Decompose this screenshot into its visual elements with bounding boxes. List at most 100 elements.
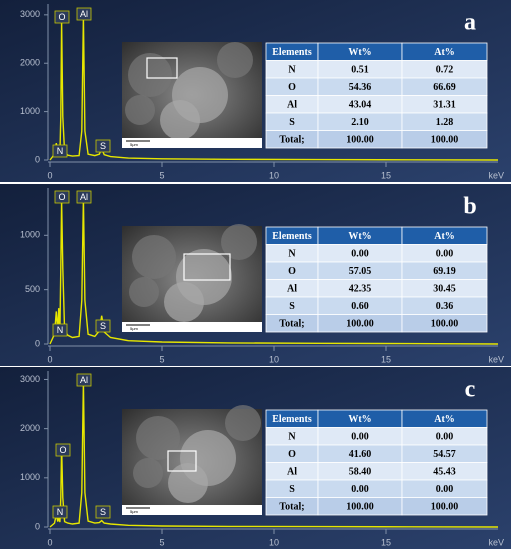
table-cell-text: Total; xyxy=(279,502,304,513)
spectrum-line xyxy=(49,381,499,528)
table-cell-text: 100.00 xyxy=(346,502,374,513)
x-unit: keV xyxy=(488,537,504,547)
y-tick-label: 1000 xyxy=(20,230,40,240)
sem-particle xyxy=(129,277,159,307)
y-tick-label: 500 xyxy=(25,284,40,294)
peak-label-box xyxy=(52,323,68,337)
y-tick-label: 0 xyxy=(35,521,40,531)
table-cell-text: 57.05 xyxy=(349,266,372,277)
x-tick-label: 5 xyxy=(159,537,164,547)
table-header-text: At% xyxy=(434,47,455,58)
y-tick-label: 1000 xyxy=(20,106,40,116)
peak-label-box xyxy=(52,505,68,519)
peak-label: Al xyxy=(80,192,88,202)
table-cell-text: 100.00 xyxy=(346,135,374,146)
table-cell-text: 41.60 xyxy=(349,449,372,460)
x-tick-label: 15 xyxy=(381,354,391,364)
peak-label: S xyxy=(100,321,106,331)
x-tick-label: 15 xyxy=(381,170,391,180)
table-cell-text: 0.60 xyxy=(351,301,369,312)
sem-particle xyxy=(217,42,253,78)
peak-label: S xyxy=(100,141,106,151)
sem-selection xyxy=(167,450,197,472)
sem-particle xyxy=(168,463,208,503)
peak-label: S xyxy=(100,507,106,517)
panel-letter: a xyxy=(464,10,476,36)
table-cell-text: 66.69 xyxy=(433,82,456,93)
table-header-text: Elements xyxy=(272,231,312,242)
sem-particle xyxy=(225,405,261,441)
table-cell-text: S xyxy=(289,484,295,495)
table-cell-text: 1.28 xyxy=(436,117,454,128)
sem-particle xyxy=(125,95,155,125)
table-cell-text: 0.72 xyxy=(436,65,454,76)
y-tick-label: 3000 xyxy=(20,374,40,384)
table-header-text: Wt% xyxy=(348,47,371,58)
y-tick-label: 0 xyxy=(35,338,40,348)
table-header-text: Elements xyxy=(272,414,312,425)
x-tick-label: 0 xyxy=(47,354,52,364)
table-cell-text: 0.00 xyxy=(436,249,454,260)
table-header-text: Wt% xyxy=(348,414,371,425)
peak-label-box xyxy=(76,190,92,204)
table-cell xyxy=(401,130,488,149)
peak-label-box xyxy=(95,319,111,333)
x-tick-label: 15 xyxy=(381,537,391,547)
table-cell-text: 100.00 xyxy=(431,319,459,330)
table-cell-text: N xyxy=(288,65,296,76)
x-tick-label: 5 xyxy=(159,170,164,180)
peak-label: N xyxy=(57,507,64,517)
table-cell-text: 58.40 xyxy=(349,467,372,478)
peak-label-box xyxy=(76,373,92,387)
table-cell-text: 30.45 xyxy=(433,284,456,295)
table-cell-text: S xyxy=(289,301,295,312)
x-tick-label: 10 xyxy=(269,170,279,180)
panel-letter: c xyxy=(465,377,476,403)
table-cell-text: 45.43 xyxy=(433,467,456,478)
y-tick-label: 2000 xyxy=(20,58,40,68)
table-cell-text: 2.10 xyxy=(351,117,369,128)
table-cell-text: Total; xyxy=(279,135,304,146)
table-header-text: Wt% xyxy=(348,231,371,242)
table-cell-text: 0.36 xyxy=(436,301,454,312)
spectrum-line xyxy=(49,198,499,345)
peak-label: O xyxy=(58,192,65,202)
x-tick-label: 10 xyxy=(269,537,279,547)
y-tick-label: 2000 xyxy=(20,423,40,433)
peak-label-box xyxy=(95,505,111,519)
table-cell-text: 54.57 xyxy=(433,449,456,460)
peak-label-box xyxy=(54,10,70,24)
table-cell-text: 43.04 xyxy=(349,100,372,111)
sem-particle xyxy=(164,282,204,322)
y-tick-label: 0 xyxy=(35,154,40,164)
table-cell-text: Al xyxy=(287,100,297,111)
sem-particle xyxy=(160,100,200,140)
sem-footer xyxy=(122,505,262,515)
peak-label-box xyxy=(52,144,68,158)
y-tick-label: 3000 xyxy=(20,9,40,19)
table-cell-text: 69.19 xyxy=(433,266,456,277)
sem-particle xyxy=(133,458,163,488)
table-cell-text: 0.00 xyxy=(436,484,454,495)
x-tick-label: 0 xyxy=(47,537,52,547)
sem-particle xyxy=(221,224,257,260)
table-header-text: At% xyxy=(434,414,455,425)
table-cell-text: 0.00 xyxy=(436,432,454,443)
table-cell-text: O xyxy=(288,449,296,460)
table-cell-text: 31.31 xyxy=(433,100,456,111)
peak-label-box xyxy=(54,190,70,204)
sem-footer xyxy=(122,322,262,332)
table-cell-text: 0.51 xyxy=(351,65,369,76)
y-tick-label: 1000 xyxy=(20,472,40,482)
table-cell-text: 54.36 xyxy=(349,82,372,93)
sem-particle xyxy=(136,416,180,460)
table-cell-text: O xyxy=(288,266,296,277)
table-cell-text: 100.00 xyxy=(346,319,374,330)
x-unit: keV xyxy=(488,354,504,364)
peak-label-box xyxy=(76,7,92,21)
table-cell-text: Al xyxy=(287,284,297,295)
table-cell-text: 100.00 xyxy=(431,502,459,513)
table-cell-text: 0.00 xyxy=(351,249,369,260)
peak-label: N xyxy=(57,146,64,156)
